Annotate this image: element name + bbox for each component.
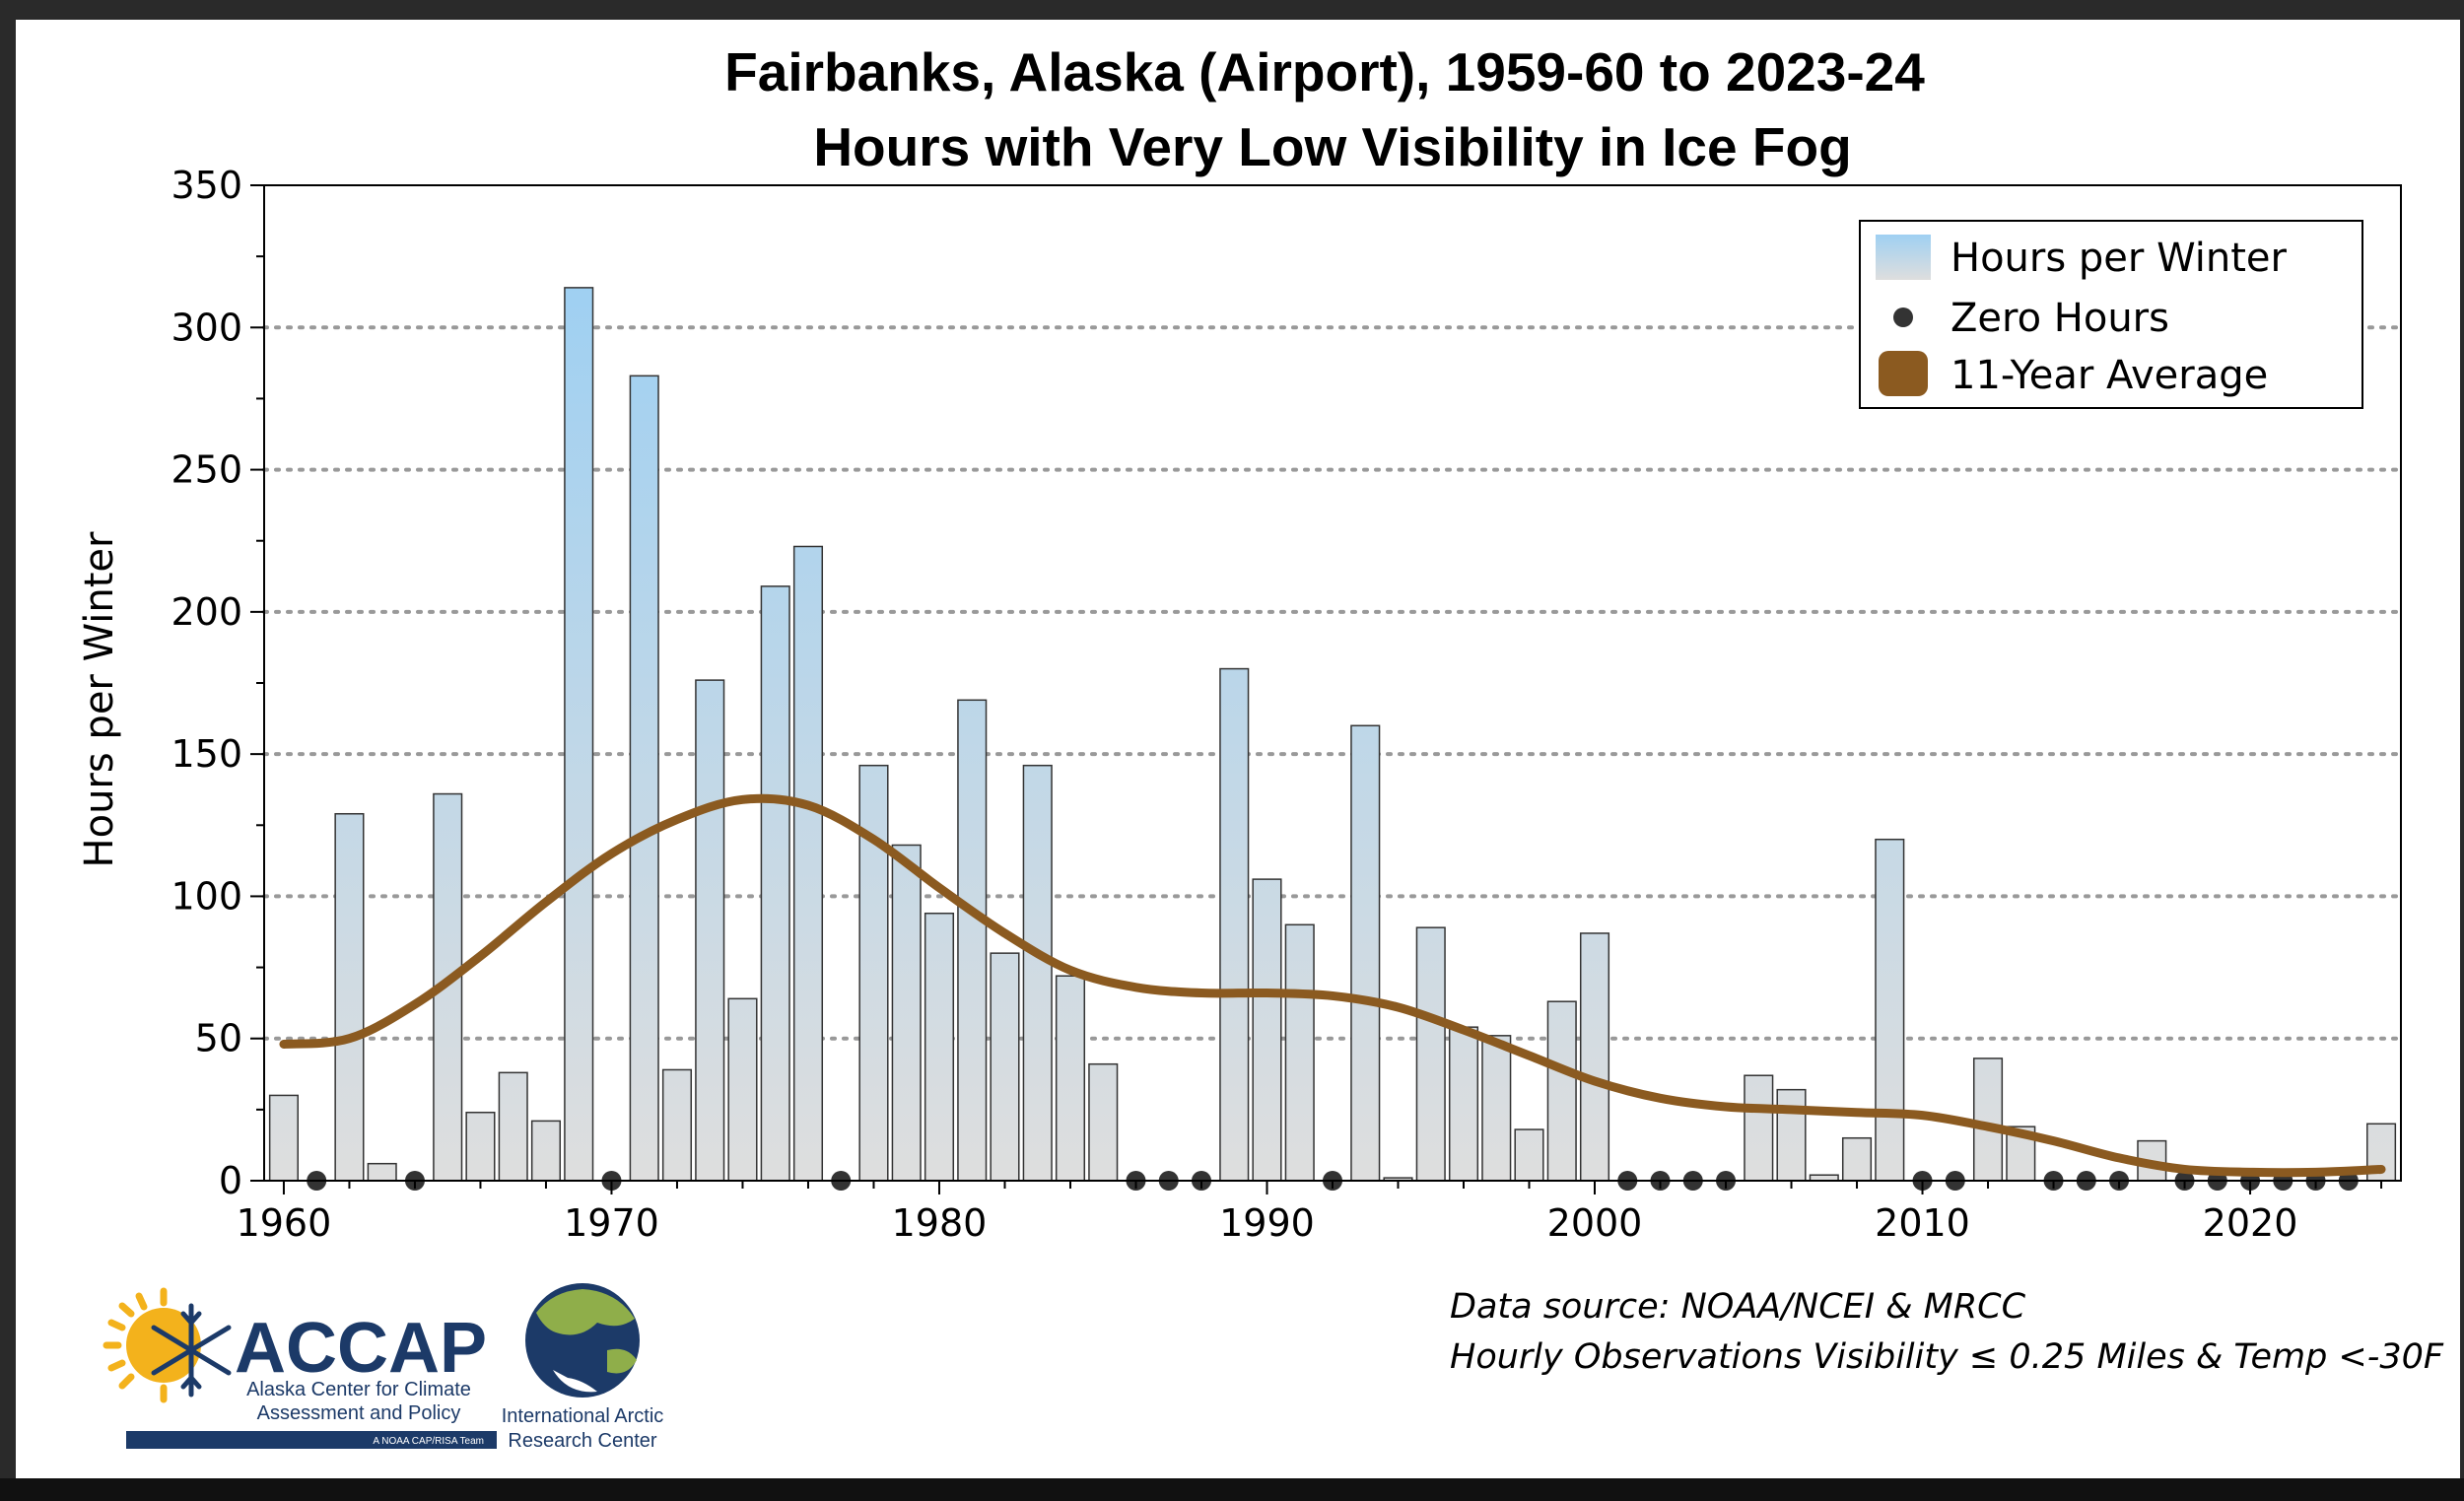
y-axis-ticks: 0 50 100 150 200 250 300 350: [171, 164, 264, 1202]
bar-1975: [760, 585, 790, 1182]
ice-fog-chart: Fairbanks, Alaska (Airport), 1959-60 to …: [77, 41, 2444, 1452]
x-tick-label-2000: 2000: [1547, 1201, 1643, 1245]
bar-2009: [1875, 838, 1905, 1182]
grid-lines: [262, 325, 2403, 1041]
iarc-name-line-1: International Arctic: [502, 1405, 664, 1427]
bar-2008: [1841, 1136, 1873, 1182]
legend-label-zero: Zero Hours: [1951, 296, 2169, 341]
bar-1974: [727, 997, 758, 1182]
chart-title-line-2: Hours with Very Low Visibility in Ice Fo…: [813, 116, 1851, 177]
bar-1997: [1481, 1035, 1512, 1182]
legend-box: [1859, 220, 2363, 409]
accap-name-line-1: Alaska Center for Climate: [246, 1379, 471, 1400]
y-tick-label-250: 250: [171, 448, 242, 492]
bar-1999: [1546, 1000, 1577, 1182]
y-axis-label: Hours per Winter: [77, 531, 122, 867]
bar-1960: [268, 1094, 299, 1182]
iarc-logo: International Arctic Research Center: [502, 1283, 664, 1452]
bar-1991: [1284, 923, 1315, 1182]
bar-1963: [367, 1162, 397, 1182]
bar-series: [268, 287, 2397, 1182]
y-tick-label-350: 350: [171, 164, 242, 207]
y-tick-label-200: 200: [171, 590, 242, 634]
x-tick-label-1980: 1980: [892, 1201, 988, 1245]
y-tick-label-300: 300: [171, 306, 242, 349]
x-tick-label-1970: 1970: [564, 1201, 659, 1245]
bar-1981: [957, 699, 988, 1182]
bar-1966: [465, 1111, 496, 1182]
legend: Hours per Winter Zero Hours 11-Year Aver…: [1859, 220, 2363, 409]
figure-frame: Fairbanks, Alaska (Airport), 1959-60 to …: [16, 20, 2460, 1478]
data-source-line-2: Hourly Observations Visibility ≤ 0.25 Mi…: [1450, 1337, 2444, 1377]
data-source-line-1: Data source: NOAA/NCEI & MRCC: [1450, 1287, 2026, 1327]
bar-1980: [924, 912, 955, 1182]
accap-tagline-bar: [126, 1431, 497, 1449]
globe-icon: [525, 1283, 640, 1398]
bar-2005: [1744, 1074, 1774, 1182]
y-tick-label-150: 150: [171, 732, 242, 776]
bar-1976: [792, 545, 824, 1182]
legend-swatch-average: [1879, 351, 1928, 396]
y-tick-label-100: 100: [171, 874, 242, 918]
accap-logo: ACCAP Alaska Center for Climate Assessme…: [103, 1287, 497, 1449]
bar-1971: [629, 375, 659, 1182]
legend-label-hours: Hours per Winter: [1951, 236, 2287, 281]
bar-1998: [1514, 1128, 1544, 1182]
x-axis-ticks: 1960 1970 1980 1990 2000 2010 2020: [237, 1181, 2383, 1245]
bar-2012: [1972, 1058, 2004, 1182]
eleven-year-average-line: [279, 793, 2386, 1178]
bar-1972: [661, 1068, 693, 1182]
x-tick-label-1960: 1960: [237, 1201, 332, 1245]
bar-1983: [1022, 764, 1053, 1182]
bar-1982: [990, 952, 1020, 1182]
x-tick-label-1990: 1990: [1219, 1201, 1315, 1245]
bar-1967: [498, 1071, 528, 1182]
sun-snowflake-icon: [103, 1287, 232, 1403]
legend-swatch-zero: [1893, 307, 1913, 327]
bar-1989: [1219, 667, 1250, 1182]
bar-2000: [1579, 932, 1610, 1182]
bar-2006: [1776, 1088, 1807, 1182]
bar-1968: [530, 1120, 562, 1182]
bar-1990: [1252, 878, 1282, 1182]
iarc-name-line-2: Research Center: [508, 1430, 657, 1452]
accap-wordmark: ACCAP: [235, 1309, 487, 1388]
accap-name-line-2: Assessment and Policy: [257, 1402, 461, 1424]
legend-label-average: 11-Year Average: [1951, 353, 2268, 398]
bar-1993: [1350, 724, 1381, 1182]
bar-1979: [891, 844, 922, 1182]
x-tick-label-2020: 2020: [2203, 1201, 2298, 1245]
window-bottom-edge: [0, 1478, 2464, 1501]
bar-1973: [695, 679, 725, 1182]
bar-1984: [1055, 975, 1086, 1182]
bar-1985: [1088, 1062, 1119, 1182]
x-tick-label-2010: 2010: [1875, 1201, 1970, 1245]
y-tick-label-50: 50: [195, 1017, 242, 1060]
bar-1995: [1415, 926, 1446, 1182]
legend-swatch-hours: [1876, 235, 1931, 280]
bar-1996: [1448, 1026, 1479, 1182]
y-tick-label-0: 0: [219, 1159, 242, 1202]
bar-1962: [334, 812, 365, 1182]
accap-tagline: A NOAA CAP/RISA Team: [373, 1436, 484, 1447]
chart-title-line-1: Fairbanks, Alaska (Airport), 1959-60 to …: [724, 41, 1925, 102]
bar-1969: [564, 287, 594, 1182]
bar-1978: [858, 764, 889, 1182]
